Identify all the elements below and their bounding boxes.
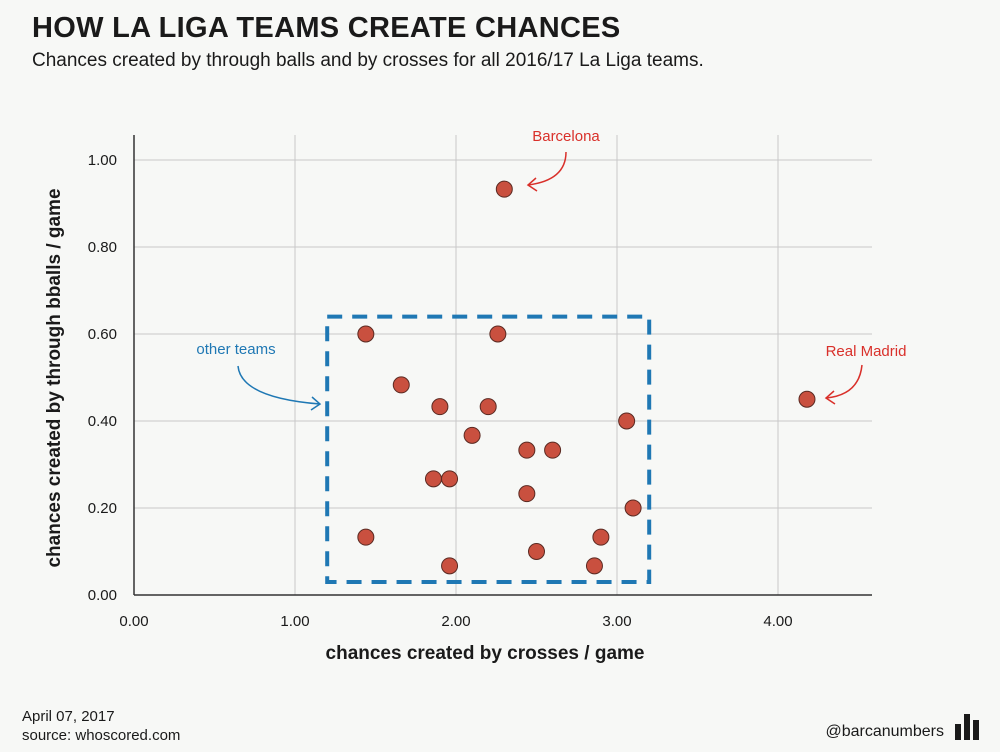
x-axis-label: chances created by crosses / game: [326, 643, 645, 664]
data-point: [463, 426, 481, 444]
annotation-real-madrid-arrow: [825, 364, 863, 399]
twitter-handle[interactable]: @barcanumbers: [825, 723, 944, 740]
y-tick-label: 0.20: [88, 500, 117, 517]
footer-source: source: whoscored.com: [22, 727, 181, 744]
data-point: [518, 441, 536, 459]
x-tick-label: 4.00: [763, 613, 792, 630]
data-point: [544, 441, 562, 459]
y-tick-label: 0.40: [88, 413, 117, 430]
point-barcelona: [495, 180, 513, 198]
annotation-real-madrid: Real Madrid: [826, 343, 907, 360]
data-point: [441, 557, 459, 575]
other-teams-box-layer: [325, 314, 652, 584]
annotation-barcelona-arrowhead: [526, 177, 538, 192]
annotations-layer: Barcelona Real Madrid other teams: [196, 128, 907, 411]
annotation-barcelona-arrow: [527, 151, 567, 186]
annotation-other-teams-arrowhead: [310, 396, 322, 411]
data-point: [357, 528, 375, 546]
annotation-real-madrid-arrowhead: [824, 390, 836, 405]
x-tick-label: 0.00: [119, 613, 148, 630]
data-point: [618, 412, 636, 430]
y-axis-label: chances created by through bballs / game: [44, 188, 65, 567]
y-tick-label: 0.80: [88, 239, 117, 256]
footer-date: April 07, 2017: [22, 708, 115, 725]
axis-layer: 0.00 1.00 2.00 3.00 4.00 0.00 0.20 0.40 0.60 0.80…: [44, 135, 872, 664]
points-layer: [357, 180, 816, 575]
x-tick-label: 1.00: [280, 613, 309, 630]
data-point: [431, 398, 449, 416]
data-point: [357, 325, 375, 343]
data-point: [528, 543, 545, 560]
data-point: [441, 470, 459, 488]
data-point: [585, 557, 603, 575]
grid-layer: [134, 135, 872, 595]
data-point: [518, 485, 536, 503]
data-point: [624, 499, 642, 517]
data-point: [424, 470, 442, 488]
y-tick-label: 0.60: [88, 326, 117, 343]
data-point: [592, 528, 610, 546]
y-tick-label: 0.00: [88, 587, 117, 604]
annotation-other-teams-arrow: [237, 365, 321, 405]
annotation-other-teams: other teams: [196, 341, 275, 358]
other-teams-box: [325, 314, 652, 584]
bar-chart-logo-icon: [955, 714, 979, 740]
y-tick-label: 1.00: [88, 152, 117, 169]
annotation-barcelona: Barcelona: [532, 128, 600, 145]
chart-subtitle: Chances created by through balls and by …: [32, 50, 704, 71]
chart-title: HOW LA LIGA TEAMS CREATE CHANCES: [32, 12, 621, 44]
x-tick-label: 2.00: [441, 613, 470, 630]
data-point: [489, 325, 507, 343]
x-tick-label: 3.00: [602, 613, 631, 630]
data-point: [479, 398, 497, 416]
data-point: [392, 376, 410, 394]
point-real-madrid: [798, 390, 816, 408]
